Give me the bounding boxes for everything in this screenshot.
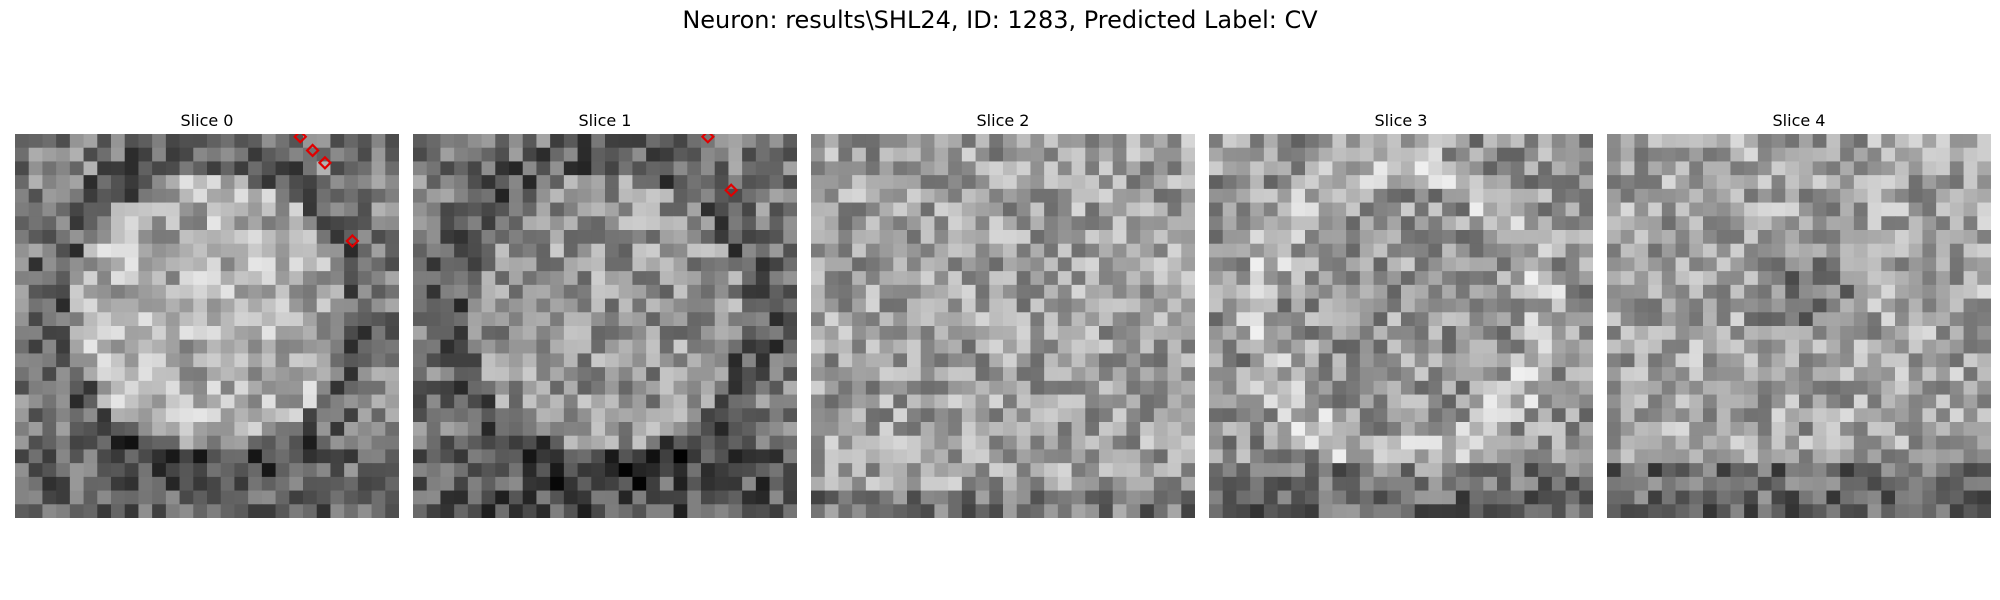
slice-panel-0: Slice 0	[15, 108, 399, 518]
marker-diamond-2	[317, 155, 332, 170]
slice-panel-4: Slice 4	[1607, 108, 1991, 518]
slice-title-2: Slice 2	[976, 111, 1030, 130]
slice-image-3	[1209, 134, 1593, 518]
slice-panel-3: Slice 3	[1209, 108, 1593, 518]
slice-image-2	[811, 134, 1195, 518]
slice-title-1: Slice 1	[578, 111, 632, 130]
slice-title-0: Slice 0	[180, 111, 234, 130]
marker-diamond-1	[305, 143, 320, 158]
slice-title-3: Slice 3	[1374, 111, 1428, 130]
slice-panel-1: Slice 1	[413, 108, 797, 518]
marker-diamond-0	[700, 134, 715, 144]
slice-image-4	[1607, 134, 1991, 518]
slice-image-0	[15, 134, 399, 518]
figure-title: Neuron: results\SHL24, ID: 1283, Predict…	[682, 6, 1318, 34]
slice-image-1	[413, 134, 797, 518]
marker-diamond-0	[293, 134, 308, 144]
slice-title-4: Slice 4	[1772, 111, 1826, 130]
marker-diamond-3	[345, 233, 360, 249]
slice-panel-2: Slice 2	[811, 108, 1195, 518]
marker-diamond-1	[724, 183, 739, 198]
